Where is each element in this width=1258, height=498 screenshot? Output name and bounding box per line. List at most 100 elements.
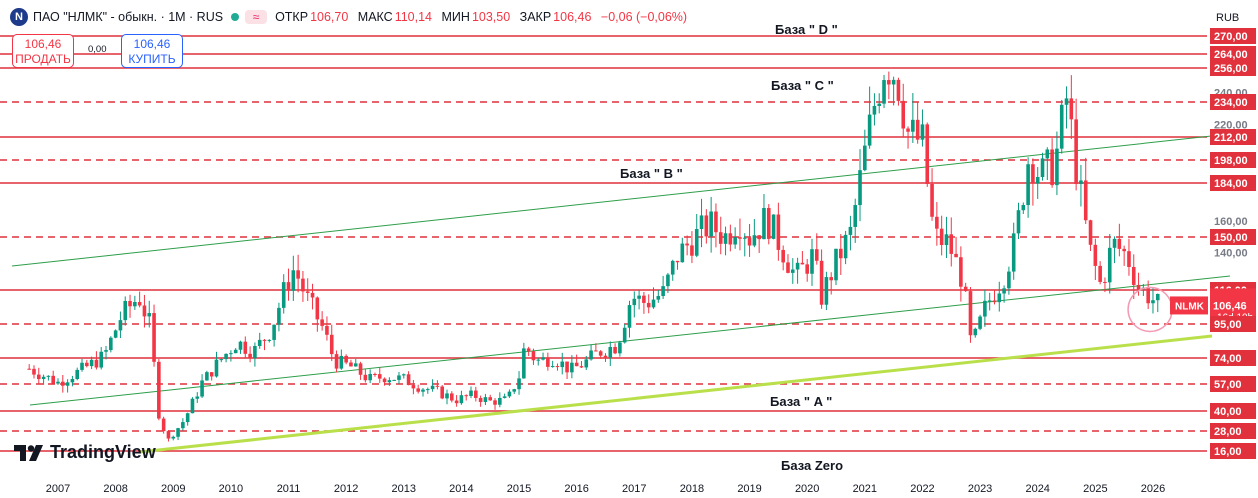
candle-body-188 <box>930 183 934 217</box>
candle-body-69 <box>358 363 363 375</box>
candle-body-120 <box>603 355 608 358</box>
y-tick-label-10: 150,00 <box>1214 232 1248 244</box>
candle-body-220 <box>1083 180 1088 221</box>
candle-body-15 <box>99 351 104 368</box>
candle-body-110 <box>555 366 560 368</box>
candle-body-96 <box>488 397 493 401</box>
candle-body-94 <box>478 397 483 402</box>
candle-body-133 <box>666 274 670 287</box>
candle-body-36 <box>200 380 204 397</box>
candle-body-4 <box>46 375 51 377</box>
candle-body-18 <box>113 330 118 338</box>
candle-body-135 <box>675 260 680 263</box>
candle-body-7 <box>61 381 65 386</box>
candle-body-38 <box>209 372 214 377</box>
candle-body-170 <box>843 234 848 259</box>
candle-body-70 <box>363 374 368 381</box>
candle-body-175 <box>867 114 872 146</box>
candle-body-181 <box>896 79 901 101</box>
x-tick-label-7: 2014 <box>449 483 473 495</box>
candle-body-162 <box>805 264 809 274</box>
y-tick-label-9: 160,00 <box>1214 216 1248 228</box>
candle-body-221 <box>1088 220 1093 245</box>
candle-body-55 <box>291 270 296 291</box>
y-tick-label-7: 198,00 <box>1214 155 1248 167</box>
candle-body-218 <box>1074 119 1078 184</box>
x-tick-label-8: 2015 <box>507 483 531 495</box>
x-tick-label-19: 2026 <box>1141 483 1165 495</box>
candle-body-157 <box>781 249 785 263</box>
candle-body-98 <box>498 397 502 405</box>
candle-body-53 <box>281 282 286 308</box>
candle-body-140 <box>699 215 704 230</box>
x-tick-label-18: 2025 <box>1083 483 1107 495</box>
candle-body-131 <box>656 296 661 300</box>
candle-body-74 <box>382 378 387 383</box>
buy-button[interactable]: 106,46 КУПИТЬ <box>121 34 183 68</box>
open-label: ОТКР <box>275 10 309 24</box>
zone-label-0: База " D " <box>775 22 838 37</box>
candle-body-216 <box>1064 98 1069 105</box>
candle-body-64 <box>334 354 339 369</box>
candle-body-219 <box>1079 180 1083 184</box>
company-logo: N <box>10 8 28 26</box>
candle-body-186 <box>920 124 925 140</box>
candle-body-42 <box>229 353 233 355</box>
time-axis[interactable]: 2007 2008 2009 2010 2011 2012 2013 2014 2015 2016… <box>46 483 1165 495</box>
candle-body-108 <box>546 357 550 367</box>
price-axis[interactable]: 270,00264,00256,00240,00234,00220,00212,… <box>1170 28 1256 459</box>
candle-body-137 <box>685 243 689 246</box>
candle-body-111 <box>560 361 565 368</box>
candle-body-214 <box>1055 148 1059 186</box>
candle-body-16 <box>104 350 108 352</box>
support-line <box>139 334 1213 454</box>
candle-body-213 <box>1050 149 1054 186</box>
candle-body-12 <box>85 362 89 367</box>
candle-body-196 <box>968 291 973 336</box>
candle-body-43 <box>233 349 238 354</box>
x-tick-label-9: 2016 <box>564 483 588 495</box>
candle-body-104 <box>526 348 531 352</box>
candle-body-99 <box>502 396 507 398</box>
candle-body-5 <box>51 375 55 384</box>
candle-body-124 <box>622 327 627 343</box>
close-label: ЗАКР <box>519 10 552 24</box>
candle-body-164 <box>814 249 819 261</box>
candle-body-210 <box>1035 176 1040 184</box>
candle-body-113 <box>570 362 574 373</box>
candle-body-152 <box>757 235 761 240</box>
sell-button[interactable]: 106,46 ПРОДАТЬ <box>12 34 74 68</box>
candle-body-34 <box>190 398 195 414</box>
compare-toggle-icon[interactable]: ≈ <box>245 10 268 24</box>
y-tick-label-15: 74,00 <box>1214 353 1242 365</box>
x-tick-label-12: 2019 <box>737 483 761 495</box>
overlay <box>1127 286 1173 333</box>
candle-body-160 <box>795 262 800 270</box>
candle-body-151 <box>752 235 757 246</box>
tradingview-logo[interactable]: TradingView <box>14 442 156 463</box>
symbol-title[interactable]: ПАО "НЛМК" - обыкн. · 1M · RUS <box>33 10 224 24</box>
symbol-header: N ПАО "НЛМК" - обыкн. · 1M · RUS ≈ ОТКР 1… <box>10 6 693 28</box>
y-tick-badge-18 <box>1210 423 1256 439</box>
y-tick-badge-15 <box>1210 350 1256 366</box>
candle-body-54 <box>286 282 291 291</box>
candle-body-83 <box>425 389 430 391</box>
candle-body-21 <box>128 300 132 307</box>
candle-body-40 <box>219 359 224 361</box>
candle-body-76 <box>392 379 396 381</box>
candle-body-82 <box>421 389 425 392</box>
candle-body-165 <box>819 260 824 305</box>
candle-body-11 <box>80 362 84 370</box>
candle-body-159 <box>790 269 795 273</box>
candle-body-189 <box>935 216 939 229</box>
candle-body-2 <box>36 374 41 380</box>
candle-body-204 <box>1007 271 1011 289</box>
y-tick-badge-17 <box>1210 403 1256 419</box>
zone-labels: База " D " База " C " База " B " База " A "… <box>620 22 843 473</box>
x-tick-label-4: 2011 <box>277 483 301 495</box>
candle-body-128 <box>642 295 646 303</box>
currency-label[interactable]: RUB <box>1216 12 1240 24</box>
change-value: −0,06 (−0,06%) <box>600 10 688 24</box>
candle-body-141 <box>704 215 709 237</box>
